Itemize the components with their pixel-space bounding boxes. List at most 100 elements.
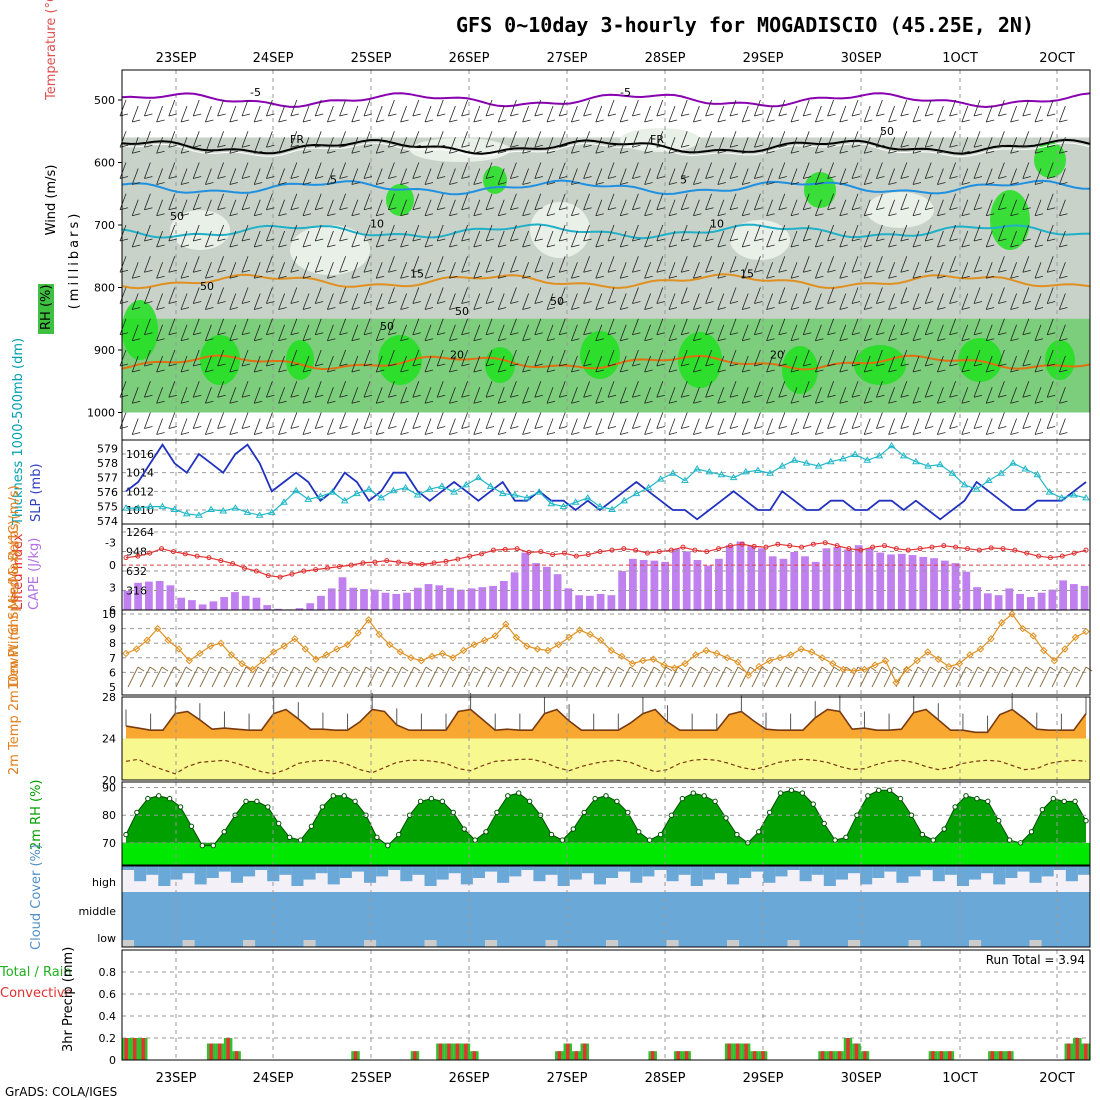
wind-barb: [937, 182, 946, 185]
wind-barb: [327, 230, 334, 248]
wind-barb: [1059, 213, 1068, 217]
wind-barb: [851, 131, 859, 148]
wind-barb: [1059, 432, 1068, 435]
cape-bar: [542, 566, 551, 610]
wind-barb: [680, 349, 688, 367]
wind-barb: [961, 182, 970, 185]
wind-barb: [851, 394, 861, 398]
wind-speed-marker: [312, 655, 320, 663]
wind-barb: [156, 213, 165, 217]
wind-barb: [803, 394, 812, 398]
wind-barb-10m: [185, 666, 193, 672]
wind-barb: [241, 238, 251, 242]
wind-speed-marker: [512, 633, 521, 642]
wind-barb: [815, 355, 822, 373]
rh-marker: [308, 823, 315, 829]
temp-tick-label: 24: [102, 733, 116, 746]
wind-speed-marker: [480, 636, 489, 644]
wind-barb: [839, 230, 847, 248]
wind-barb: [180, 355, 188, 373]
wind-barb: [534, 287, 542, 304]
isotherm-label: -5: [620, 86, 631, 99]
wind-barb-10m: [917, 666, 925, 672]
wind-barb: [290, 113, 299, 117]
rh-marker: [897, 795, 904, 802]
wind-barb: [717, 150, 726, 154]
wind-barb: [1046, 381, 1054, 398]
precip-tick-label: 0: [109, 1054, 116, 1067]
cloud-high-bar: [860, 866, 873, 885]
wind-barb: [205, 182, 214, 185]
wind-barb: [314, 287, 322, 304]
wind-barb: [254, 338, 263, 342]
cloud-high-bar: [400, 866, 413, 882]
wind-speed-marker: [913, 657, 921, 665]
wind-barb: [925, 269, 934, 273]
wind-barb: [632, 363, 641, 367]
wind-barb: [742, 432, 751, 435]
wind-barb: [766, 307, 775, 310]
cloud-high-bar: [884, 866, 897, 872]
wind-barb: [241, 349, 249, 367]
wind-barb: [607, 318, 615, 335]
wind-barb: [607, 131, 615, 148]
wind-barb: [339, 144, 348, 148]
wind-barb: [790, 244, 800, 248]
wind-barb: [827, 131, 834, 148]
thickness-marker: [644, 483, 653, 491]
wind-barb: [949, 332, 958, 336]
cloud-high-bar: [787, 866, 800, 870]
wind-barb-10m: [773, 666, 781, 672]
wind-barb: [937, 369, 946, 373]
wind-barb: [778, 176, 787, 179]
wind-barb: [156, 137, 163, 154]
wind-barb: [742, 244, 751, 248]
wind-barb: [327, 182, 336, 185]
wind-barb: [571, 230, 578, 248]
wind-barb: [681, 363, 690, 367]
wind-barb: [937, 307, 946, 310]
wind-barb: [949, 301, 958, 304]
wind-barb: [998, 287, 1005, 304]
wind-barb: [766, 432, 775, 435]
wind-barb: [278, 418, 285, 435]
wind-barb-10m: [1001, 666, 1009, 672]
wind-barb: [839, 307, 848, 310]
wind-barb: [693, 150, 702, 154]
wind-barb: [180, 213, 190, 217]
wind-barb: [1046, 318, 1054, 335]
wind-barb: [449, 199, 456, 216]
wind-barb: [119, 99, 127, 117]
wind-barb: [937, 338, 946, 342]
wind-barb: [863, 293, 871, 310]
wind-barb: [497, 262, 505, 279]
wind-barb: [546, 275, 556, 279]
wind-barb: [900, 318, 908, 335]
wind-barb: [327, 244, 336, 248]
wind-barb: [254, 275, 263, 279]
cloud-high-bar: [799, 866, 812, 882]
wind-barb: [351, 324, 359, 341]
rh-marker: [1006, 837, 1013, 843]
wind-barb: [522, 199, 529, 216]
cape-bar: [489, 585, 497, 610]
wind-barb: [1010, 230, 1017, 248]
wind-barb: [436, 318, 444, 335]
wind-barb: [522, 244, 531, 248]
wind-barb: [510, 301, 519, 304]
wind-speed-marker: [744, 671, 753, 680]
wind-barb: [400, 324, 407, 341]
wind-barb: [644, 105, 651, 123]
wind-barb: [925, 113, 934, 117]
wind-barb: [815, 137, 822, 154]
wind-barb: [290, 381, 298, 398]
wind-barb: [607, 207, 617, 211]
wind-barb: [644, 432, 653, 435]
wind-barb: [1022, 176, 1031, 179]
wind-barb-10m: [235, 666, 247, 688]
wind-barb: [595, 105, 603, 123]
cloud-high-bar: [606, 866, 619, 878]
wind-barb: [327, 168, 334, 185]
wind-barb: [815, 213, 824, 217]
wind-barb: [144, 256, 151, 273]
